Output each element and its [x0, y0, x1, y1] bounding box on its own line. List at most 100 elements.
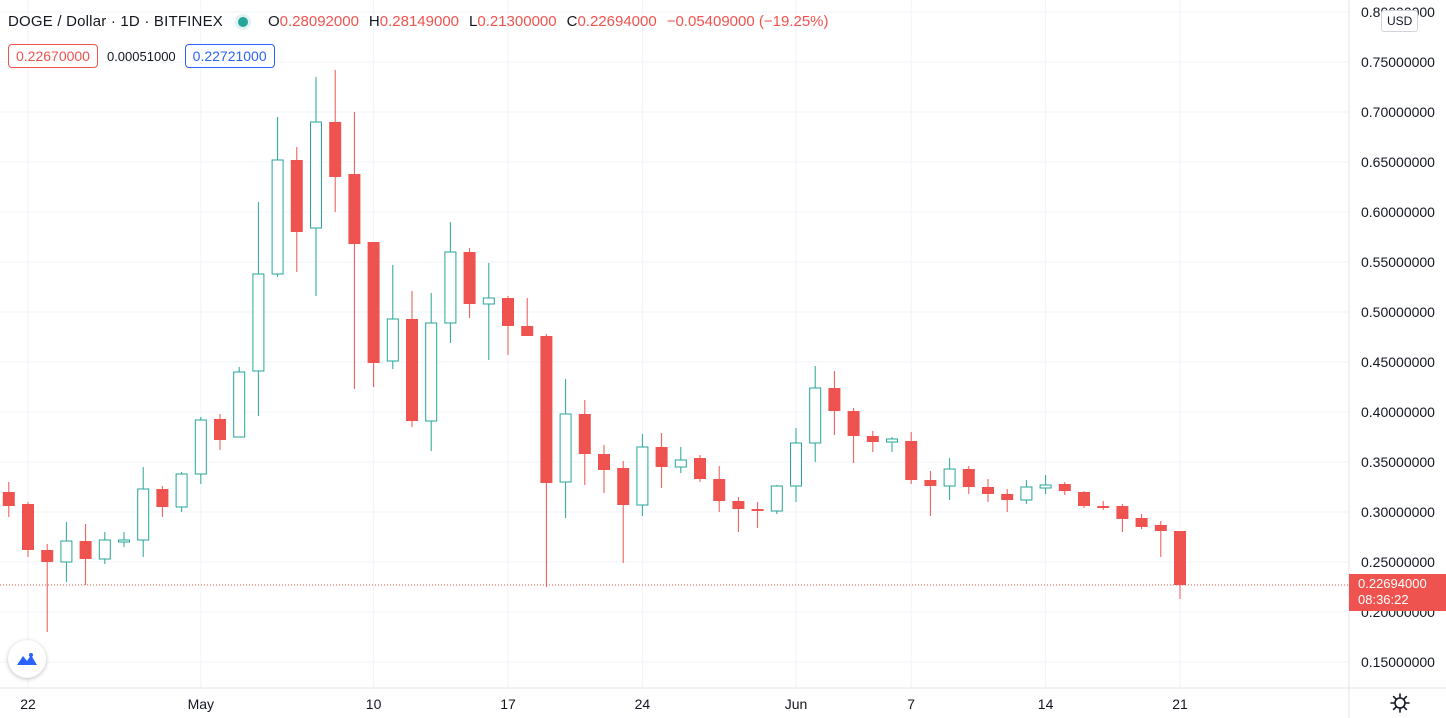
y-tick-label: 0.70000000 [1361, 104, 1435, 120]
candle-body-down [2, 492, 15, 506]
candle-body-up [770, 485, 783, 512]
candle [233, 367, 246, 438]
candle-body-up [636, 446, 649, 506]
candle-body-up [943, 468, 956, 487]
candle [540, 334, 553, 587]
candle [694, 455, 706, 482]
candle-body-up [1039, 484, 1052, 489]
chart-grid [0, 0, 1348, 688]
candle-body-down [1174, 531, 1186, 585]
candle [271, 117, 284, 277]
x-tick-label: 21 [1172, 696, 1188, 712]
candle-body-down [1058, 484, 1071, 491]
candle [252, 202, 265, 416]
candle-body-up [809, 387, 822, 444]
candle [406, 291, 418, 427]
sell-button[interactable]: 0.22670000 [8, 44, 98, 68]
quote-panel: 0.22670000 0.00051000 0.22721000 [8, 44, 275, 68]
candle-body-down [348, 174, 361, 244]
gear-icon[interactable] [1390, 693, 1410, 717]
candle [22, 502, 34, 557]
candle-body-up [1020, 486, 1033, 501]
symbol-legend: DOGE / Dollar · 1D · BITFINEX O 0.2809200… [8, 13, 829, 30]
candle-body-down [406, 319, 418, 421]
candle-body-down [924, 480, 937, 486]
candle [982, 479, 994, 502]
x-tick-label: 10 [366, 696, 382, 712]
candle-body-down [828, 388, 841, 411]
low-label: L [469, 13, 478, 30]
x-tick-label: 22 [20, 696, 36, 712]
candle-body-down [732, 501, 745, 509]
candle-body-down [866, 436, 879, 442]
y-tick-label: 0.50000000 [1361, 304, 1435, 320]
symbol-title[interactable]: DOGE / Dollar · 1D · BITFINEX [8, 13, 223, 30]
candle [1001, 489, 1014, 512]
tradingview-logo-icon[interactable] [8, 640, 46, 678]
candle [482, 263, 495, 360]
candle [214, 414, 226, 450]
candle-body-up [886, 438, 898, 443]
buy-button[interactable]: 0.22721000 [184, 44, 275, 68]
candle-body-down [655, 447, 668, 467]
candle-body-up [790, 442, 802, 487]
currency-button[interactable]: USD [1381, 10, 1419, 32]
x-tick-label: May [188, 696, 214, 712]
candle-body-down [214, 419, 226, 440]
candle [713, 466, 726, 512]
candle [194, 417, 207, 484]
candle-body-down [751, 509, 764, 511]
candle [924, 471, 937, 516]
candle-body-up [118, 539, 130, 543]
y-tick-label: 0.35000000 [1361, 454, 1435, 470]
candle-body-down [1078, 492, 1090, 506]
candle [175, 472, 188, 512]
change-value: −0.05409000 (−19.25%) [666, 13, 829, 30]
candle [290, 147, 303, 272]
high-label: H [368, 13, 380, 30]
candle-body-down [982, 487, 994, 494]
market-status-icon [238, 16, 248, 27]
candle [828, 371, 841, 435]
low-value: 0.21300000 [477, 13, 557, 30]
y-tick-label: 0.55000000 [1361, 254, 1435, 270]
y-tick-label: 0.45000000 [1361, 354, 1435, 370]
candle [886, 437, 898, 452]
candle [1039, 475, 1052, 494]
candle [502, 296, 514, 355]
candle-body-down [290, 160, 303, 232]
candle-body-up [271, 159, 284, 275]
candle [1174, 531, 1186, 599]
last-price-label: 0.22694000 08:36:22 [1349, 574, 1446, 611]
candle [905, 432, 918, 484]
candle [943, 458, 956, 500]
candle [962, 466, 975, 494]
candle-body-up [425, 322, 438, 422]
candle-body-down [502, 298, 514, 326]
candle-body-down [905, 441, 918, 480]
candle [751, 502, 764, 528]
close-label: C [566, 13, 578, 30]
candle-body-up [175, 473, 188, 508]
candle-body-down [79, 541, 92, 559]
candle [770, 485, 783, 514]
candle [386, 265, 399, 369]
candle [41, 544, 54, 632]
spread-value: 0.00051000 [106, 48, 176, 64]
candle-body-up [60, 540, 73, 563]
candle-body-up [194, 419, 207, 475]
x-tick-label: 24 [635, 696, 651, 712]
candle [79, 524, 92, 585]
candle-body-down [578, 414, 591, 454]
candle-body-up [310, 121, 322, 229]
candle [367, 242, 380, 387]
x-tick-label: 14 [1038, 696, 1054, 712]
candle [310, 77, 322, 296]
candle [732, 497, 745, 532]
candle-body-down [463, 252, 476, 304]
candle-body-down [694, 458, 706, 479]
candle-body-down [1116, 506, 1129, 519]
candle [636, 434, 649, 516]
candle [578, 400, 591, 485]
